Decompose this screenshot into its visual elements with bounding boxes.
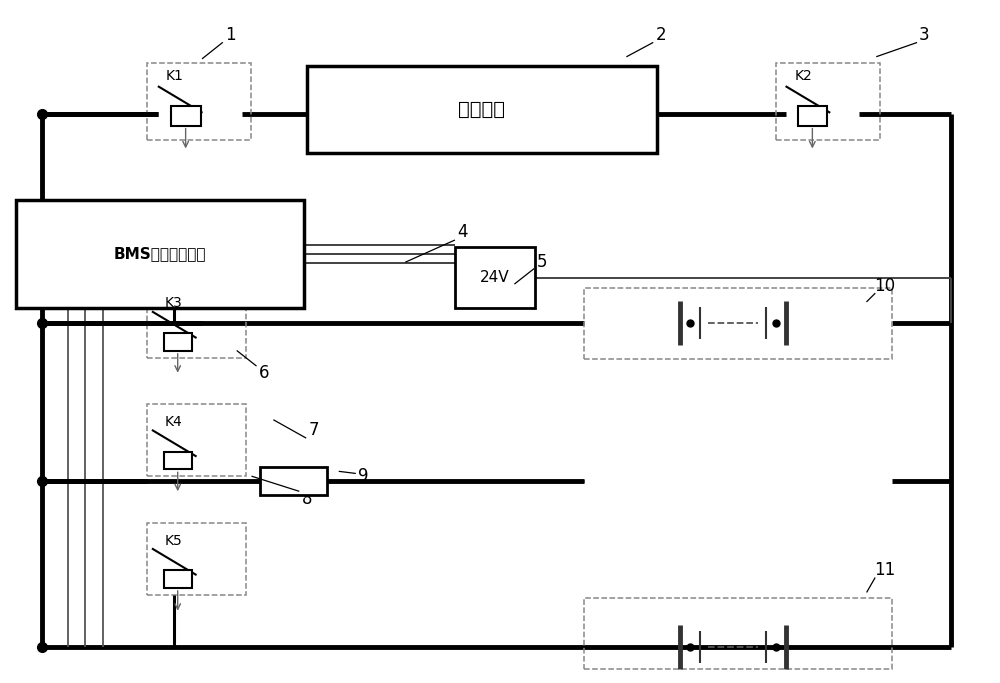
Bar bbox=[584, 288, 892, 359]
Text: 2: 2 bbox=[655, 26, 666, 44]
Bar bbox=[164, 451, 192, 469]
Bar bbox=[164, 570, 192, 588]
Text: 5: 5 bbox=[536, 253, 547, 271]
Text: K5: K5 bbox=[165, 533, 183, 548]
Bar bbox=[171, 106, 201, 126]
Text: 3: 3 bbox=[919, 26, 930, 44]
Text: K4: K4 bbox=[165, 415, 183, 429]
Text: 4: 4 bbox=[457, 223, 468, 241]
Bar bbox=[147, 404, 246, 476]
Bar bbox=[260, 467, 327, 495]
Text: 电子负载: 电子负载 bbox=[458, 100, 505, 120]
Bar bbox=[584, 598, 892, 669]
Text: 8: 8 bbox=[301, 490, 312, 508]
Bar bbox=[307, 66, 657, 153]
Bar bbox=[776, 64, 880, 141]
Text: K2: K2 bbox=[795, 69, 812, 83]
Text: 1: 1 bbox=[225, 26, 236, 44]
Text: BMS电池管理系统: BMS电池管理系统 bbox=[114, 247, 206, 262]
Text: 6: 6 bbox=[259, 363, 269, 382]
Text: 11: 11 bbox=[874, 561, 895, 579]
Bar bbox=[455, 247, 535, 309]
Text: 10: 10 bbox=[874, 277, 895, 294]
Text: K1: K1 bbox=[166, 69, 184, 83]
Text: K3: K3 bbox=[165, 296, 183, 311]
Text: 9: 9 bbox=[358, 467, 368, 486]
Bar bbox=[16, 199, 304, 309]
Bar bbox=[164, 333, 192, 351]
Bar bbox=[798, 106, 827, 126]
Bar bbox=[147, 64, 251, 141]
Text: 24V: 24V bbox=[480, 270, 510, 285]
Bar bbox=[147, 285, 246, 358]
Bar bbox=[147, 522, 246, 595]
Text: 7: 7 bbox=[308, 421, 319, 439]
